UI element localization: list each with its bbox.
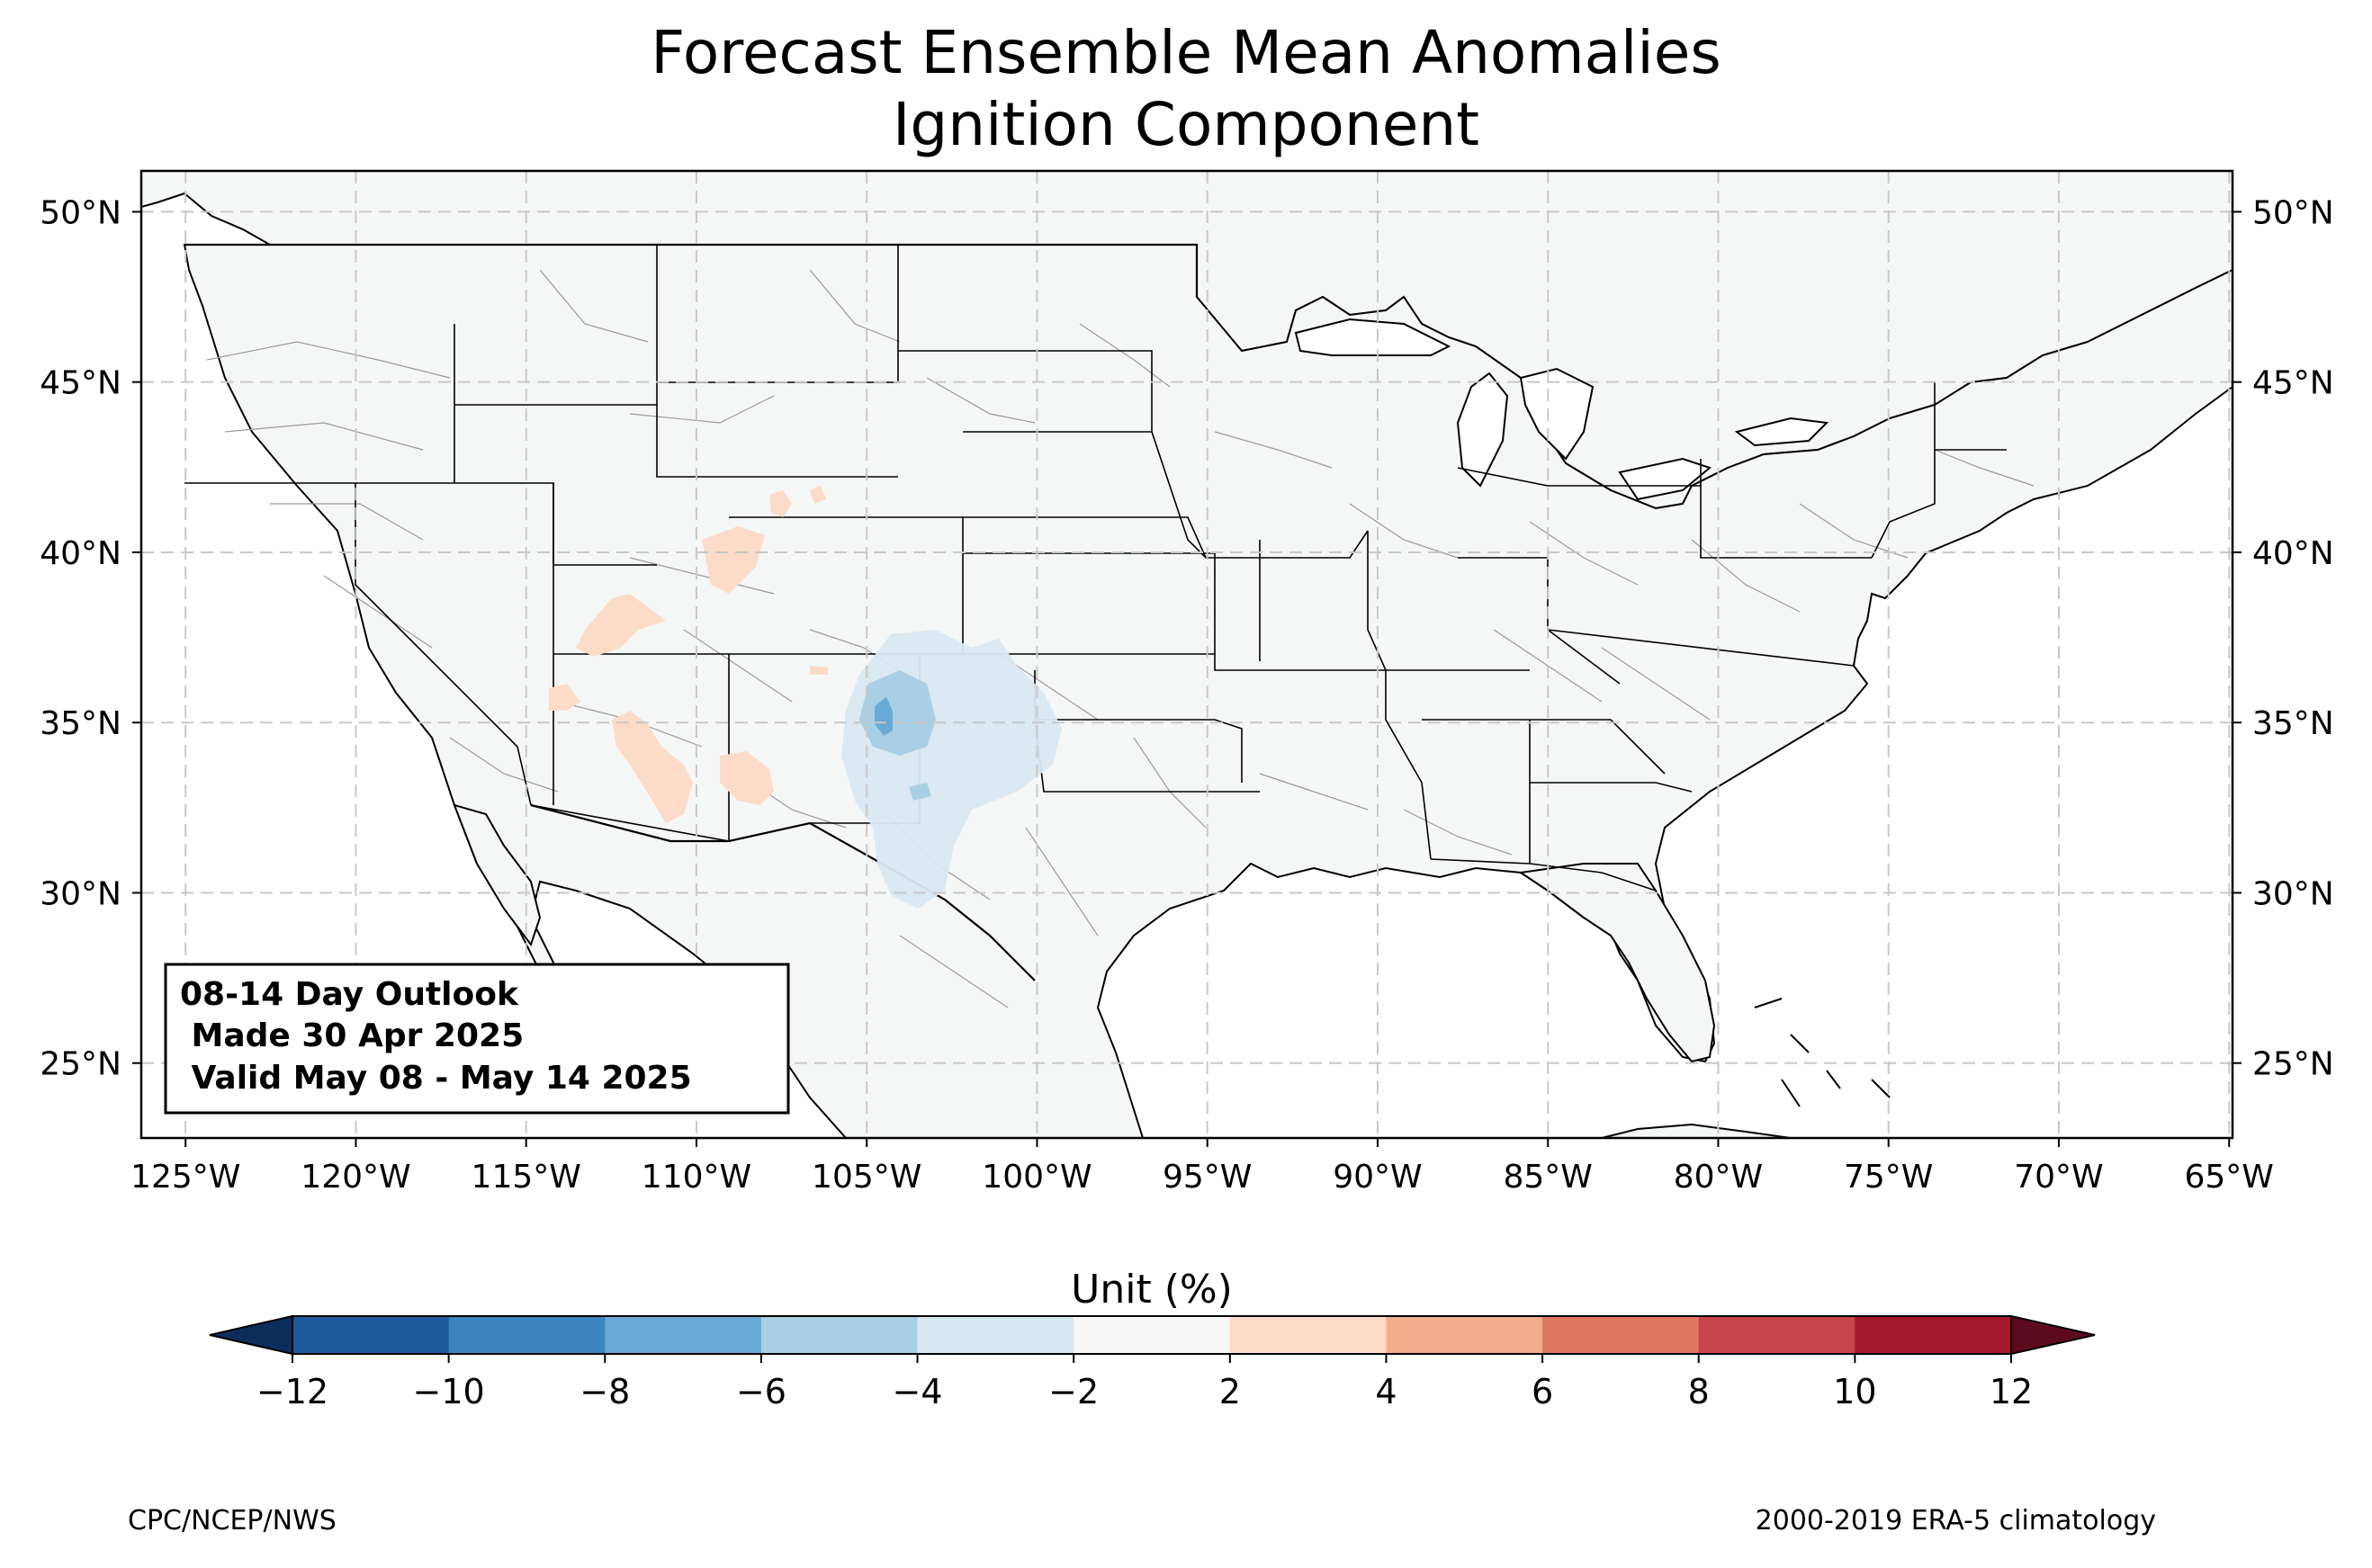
us-mexico-border	[530, 803, 1036, 981]
lon-tick-label: 95°W	[1163, 1159, 1252, 1196]
longitude-labels: 125°W 120°W 115°W 110°W 105°W 100°W 95°W 90°W 85…	[130, 1138, 2274, 1196]
title-line-1: Forecast Ensemble Mean Anomalies	[651, 18, 1721, 87]
lon-tick-label: 80°W	[1674, 1159, 1763, 1196]
lon-tick-label: 100°W	[982, 1159, 1092, 1196]
lat-tick-label-left: 30°N	[40, 875, 121, 912]
colorbar-segment	[1698, 1316, 1855, 1354]
outlook-line-1: 08-14 Day Outlook	[180, 976, 519, 1013]
colorbar-segment	[448, 1316, 606, 1354]
map-area	[141, 171, 2233, 1138]
footer-climatology: 2000-2019 ERA-5 climatology	[1755, 1505, 2156, 1537]
lat-tick-label-right: 45°N	[2252, 365, 2334, 402]
colorbar-over-arrow	[2010, 1314, 2096, 1356]
map-frame	[139, 169, 2234, 1140]
colorbar-tick-label: −6	[736, 1372, 786, 1411]
latitude-labels: 50°N 50°N 45°N 45°N 40°N 40°N 35°N 35°N 30°N 30°N…	[40, 194, 2334, 1082]
colorbar: Unit (%) −12 −10 −8 −6 −4 −2 2 4 6 8 10 12	[209, 1267, 2096, 1411]
colorbar-segment	[1229, 1316, 1387, 1354]
colorbar-tick-label: 8	[1688, 1372, 1710, 1411]
lat-tick-label-left: 25°N	[40, 1046, 121, 1083]
lat-tick-label-left: 50°N	[40, 194, 121, 231]
lat-tick-label-left: 40°N	[40, 535, 121, 572]
colorbar-segment	[1855, 1316, 2012, 1354]
lon-tick-label: 85°W	[1504, 1159, 1593, 1196]
colorbar-under-arrow	[209, 1314, 293, 1356]
lon-tick-label: 120°W	[301, 1159, 410, 1196]
us-canada-border	[184, 243, 1199, 297]
outlook-line-3: Valid May 08 - May 14 2025	[180, 1060, 692, 1097]
lat-tick-label-right: 40°N	[2252, 535, 2334, 572]
colorbar-tick-label: 12	[1990, 1372, 2033, 1411]
lat-tick-label-left: 35°N	[40, 705, 121, 742]
colorbar-segment	[292, 1316, 450, 1354]
colorbar-segment	[605, 1316, 762, 1354]
colorbar-tick-label: −8	[580, 1372, 630, 1411]
lon-tick-label: 90°W	[1333, 1159, 1422, 1196]
colorbar-label: Unit (%)	[1071, 1267, 1233, 1313]
lon-tick-label: 75°W	[1844, 1159, 1933, 1196]
colorbar-frame	[292, 1315, 2012, 1355]
colorbar-segment	[1386, 1316, 1543, 1354]
great-lakes	[1294, 318, 1829, 501]
colorbar-segment	[1074, 1316, 1231, 1354]
colorbar-segment	[760, 1316, 919, 1354]
footer-source: CPC/NCEP/NWS	[128, 1505, 337, 1537]
colorbar-tick-label: −2	[1048, 1372, 1099, 1411]
outlook-box: 08-14 Day Outlook Made 30 Apr 2025 Valid…	[164, 963, 790, 1115]
colorbar-segment	[1542, 1316, 1700, 1354]
lon-tick-label: 105°W	[812, 1159, 921, 1196]
colorbar-tick-label: −10	[413, 1372, 485, 1411]
colorbar-tick-label: 2	[1219, 1372, 1241, 1411]
lon-tick-label: 115°W	[472, 1159, 581, 1196]
lat-tick-label-left: 45°N	[40, 365, 121, 402]
lon-tick-label: 70°W	[2014, 1159, 2103, 1196]
lat-tick-label-right: 25°N	[2252, 1046, 2334, 1083]
lon-tick-label: 110°W	[642, 1159, 751, 1196]
bahamas	[1754, 998, 1891, 1107]
negative-anomaly-region	[841, 630, 1062, 909]
outlook-line-2: Made 30 Apr 2025	[180, 1017, 524, 1054]
colorbar-segment	[917, 1316, 1074, 1354]
colorbar-tick-label: 6	[1532, 1372, 1553, 1411]
lon-tick-label: 65°W	[2185, 1159, 2274, 1196]
positive-anomaly-regions	[549, 486, 828, 823]
colorbar-tick-label: 4	[1375, 1372, 1397, 1411]
lon-tick-label: 125°W	[130, 1159, 240, 1196]
colorbar-tick-label: −12	[256, 1372, 328, 1411]
lat-tick-label-right: 50°N	[2252, 194, 2334, 231]
baja-california	[453, 803, 542, 947]
title-line-2: Ignition Component	[892, 90, 1480, 159]
colorbar-tick-label: −4	[893, 1372, 943, 1411]
colorbar-tick-label: 10	[1833, 1372, 1876, 1411]
lat-tick-label-right: 35°N	[2252, 705, 2334, 742]
colorbar-ticks: −12 −10 −8 −6 −4 −2 2 4 6 8 10 12	[256, 1354, 2033, 1411]
colorbar-segments	[292, 1316, 2012, 1354]
lat-tick-label-right: 30°N	[2252, 875, 2334, 912]
florida	[1518, 863, 1716, 1063]
